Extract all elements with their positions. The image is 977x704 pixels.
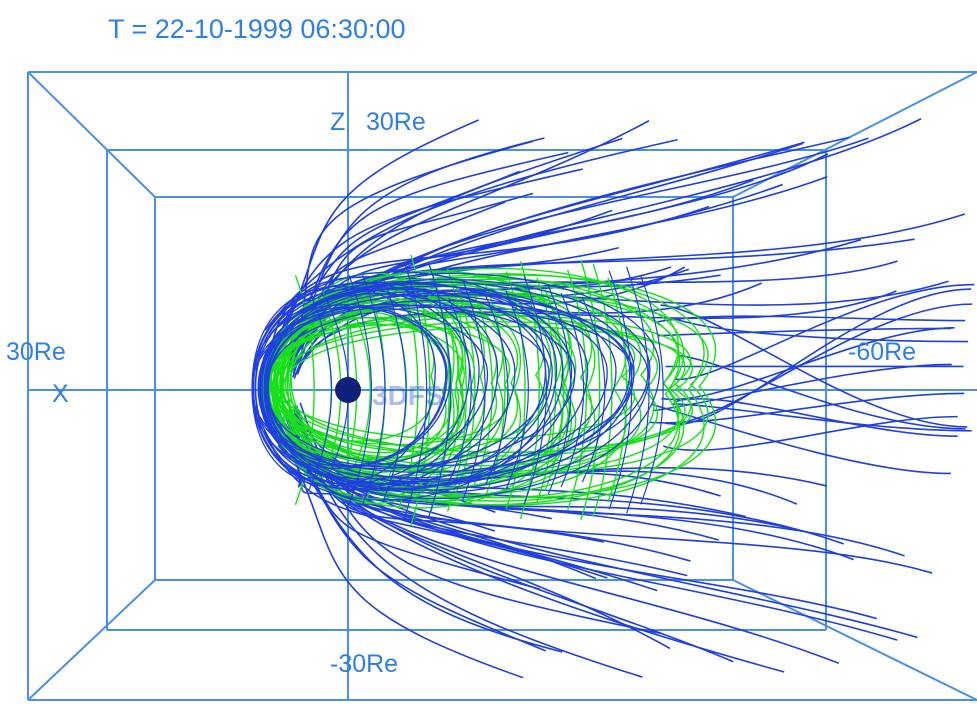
closed-field-line	[472, 293, 493, 487]
closed-field-overlay-line	[523, 275, 548, 505]
closed-field-line	[273, 321, 686, 457]
closed-field-overlay-line	[259, 306, 489, 467]
closed-field-overlay-line	[254, 281, 564, 492]
bounding-box	[27, 71, 977, 701]
closed-field-overlay-line	[260, 282, 573, 490]
closed-field-line	[281, 325, 693, 454]
closed-field-overlay-line	[361, 275, 386, 505]
closed-field-overlay-line	[251, 285, 436, 487]
tail-field-line	[671, 403, 972, 432]
closed-field-line	[266, 273, 705, 506]
open-field-line	[264, 138, 678, 331]
open-field-line	[268, 238, 915, 335]
closed-field-line	[580, 259, 601, 521]
closed-field-overlay-line	[257, 290, 631, 483]
timestamp-title: T = 22-10-1999 06:30:00	[108, 14, 406, 44]
closed-field-line	[350, 307, 372, 473]
closed-field-overlay-line	[258, 283, 589, 489]
box-edge	[27, 71, 156, 198]
closed-field-line	[567, 269, 588, 511]
x-axis-label: X	[52, 380, 69, 408]
closed-field-overlay-line	[560, 292, 585, 488]
closed-field-overlay-line	[265, 285, 617, 487]
earth-icon	[335, 377, 361, 403]
closed-field-overlay-line	[626, 266, 650, 514]
closed-field-overlay-line	[448, 297, 472, 483]
open-field-line	[293, 290, 897, 379]
closed-field-overlay-line	[462, 279, 486, 501]
closed-field-overlay-line	[484, 294, 509, 486]
tail-field-line	[663, 415, 958, 452]
closed-field-overlay-line	[640, 275, 664, 505]
open-field-lines	[261, 118, 975, 679]
z-axis-max-label: 30Re	[366, 108, 426, 136]
closed-field-overlay-line	[308, 289, 333, 491]
center-watermark-label: 3DFS	[372, 380, 444, 411]
open-field-line	[297, 151, 569, 334]
closed-field-overlay-line	[251, 299, 649, 474]
tail-field-line	[660, 304, 968, 428]
tail-field-line	[657, 327, 952, 337]
closed-field-overlay-line	[547, 285, 572, 495]
closed-field-overlay-line	[254, 288, 471, 485]
closed-field-line	[592, 263, 613, 517]
closed-field-overlay-line	[348, 274, 373, 506]
tail-field-line	[673, 317, 969, 343]
x-axis-max-label: 30Re	[6, 338, 66, 366]
open-field-line	[277, 444, 785, 673]
box-edge	[732, 579, 977, 701]
box-edge	[27, 579, 156, 701]
closed-field-overlay-line	[266, 306, 635, 467]
closed-field-overlay-line	[505, 290, 529, 490]
closed-field-overlay-line	[257, 305, 576, 468]
tail-field-line	[673, 398, 958, 437]
closed-field-line	[398, 272, 419, 508]
tail-field-line	[651, 403, 951, 475]
closed-field-overlay-line	[581, 297, 606, 483]
closed-field-overlay-line	[251, 271, 558, 501]
tail-field-line	[667, 288, 972, 426]
closed-field-overlay-line	[266, 294, 608, 479]
closed-field-overlay-line	[382, 279, 407, 501]
closed-field-overlay-line	[252, 281, 499, 491]
closed-field-line	[284, 314, 692, 453]
closed-field-overlay-line	[427, 261, 452, 519]
closed-field-line	[270, 312, 635, 441]
closed-field-overlay-lines	[251, 261, 664, 519]
closed-field-overlay-line	[403, 261, 428, 519]
z-axis-min-label: -30Re	[330, 650, 399, 678]
closed-field-overlay-line	[608, 270, 633, 510]
z-axis-label: Z	[330, 108, 346, 136]
closed-field-line	[263, 282, 680, 506]
x-axis-min-label: -60Re	[848, 338, 917, 366]
tail-field-line	[677, 354, 966, 430]
